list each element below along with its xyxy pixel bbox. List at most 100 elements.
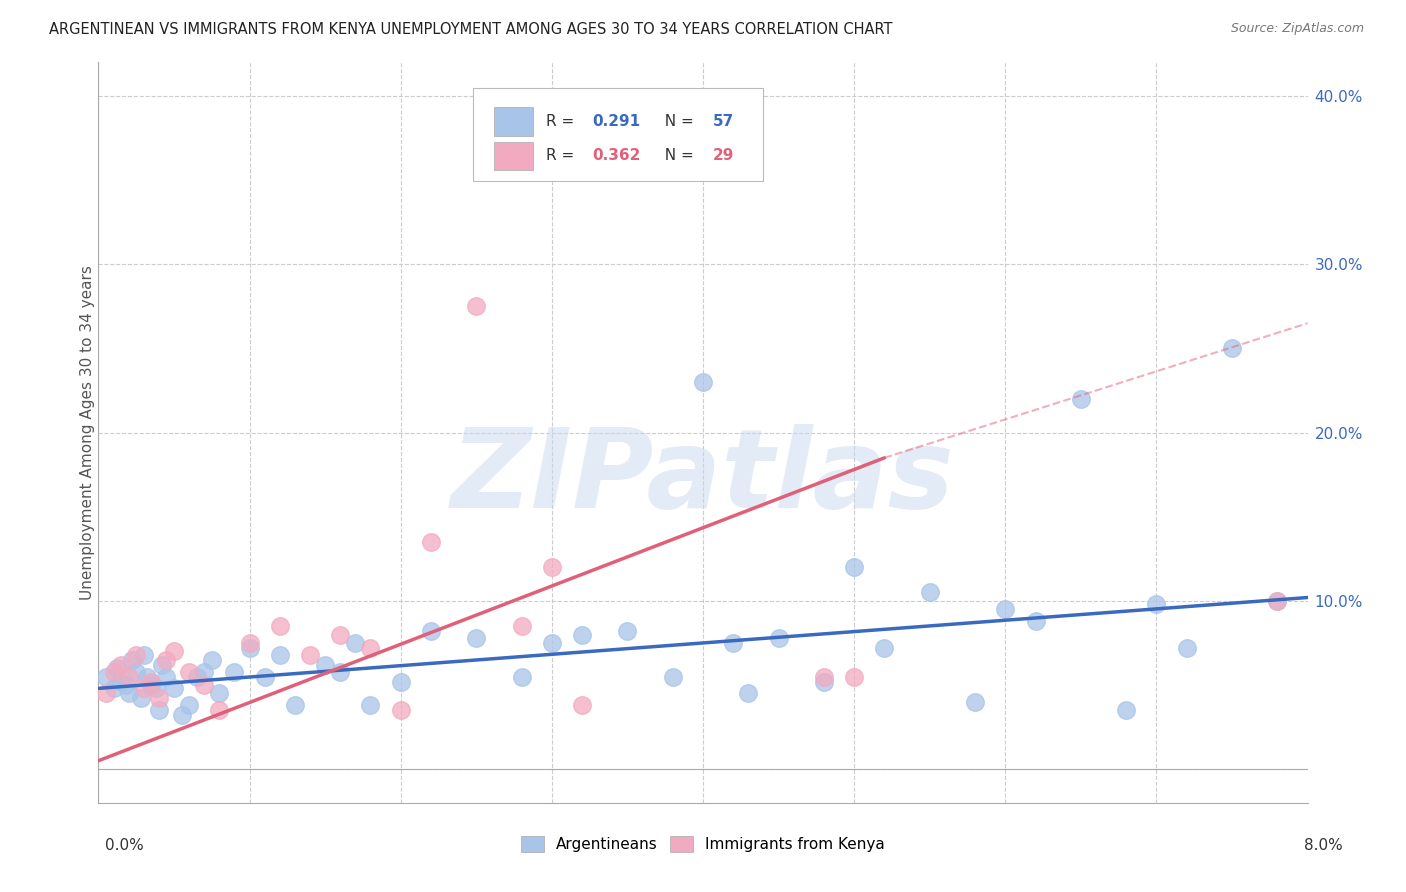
- Point: [661, 670, 683, 684]
- Point: [360, 640, 382, 655]
- Point: [571, 698, 593, 713]
- Point: [1070, 392, 1092, 406]
- Point: [110, 674, 132, 689]
- Point: [420, 624, 443, 639]
- Point: [110, 657, 132, 672]
- Point: [284, 698, 307, 713]
- Point: [1267, 594, 1289, 608]
- Point: [239, 640, 262, 655]
- Point: [1146, 597, 1168, 611]
- Text: ARGENTINEAN VS IMMIGRANTS FROM KENYA UNEMPLOYMENT AMONG AGES 30 TO 34 YEARS CORR: ARGENTINEAN VS IMMIGRANTS FROM KENYA UNE…: [49, 22, 893, 37]
- Point: [1267, 594, 1289, 608]
- Point: [148, 691, 170, 706]
- Text: N =: N =: [655, 148, 699, 163]
- Point: [224, 665, 246, 679]
- Point: [813, 674, 835, 689]
- Point: [155, 653, 177, 667]
- Point: [269, 648, 291, 662]
- Point: [1220, 342, 1243, 356]
- Point: [253, 670, 276, 684]
- Point: [201, 653, 224, 667]
- Point: [129, 691, 152, 706]
- Point: [163, 644, 186, 658]
- Point: [132, 648, 155, 662]
- Point: [571, 627, 593, 641]
- Point: [118, 686, 141, 700]
- Point: [389, 703, 412, 717]
- Text: 0.0%: 0.0%: [105, 838, 145, 854]
- Point: [661, 139, 683, 153]
- Point: [1115, 703, 1137, 717]
- Point: [141, 678, 163, 692]
- Point: [193, 665, 215, 679]
- Point: [360, 698, 382, 713]
- Point: [768, 631, 790, 645]
- Point: [186, 670, 208, 684]
- Point: [540, 636, 562, 650]
- Point: [141, 674, 163, 689]
- Point: [155, 670, 177, 684]
- Point: [121, 653, 143, 667]
- Point: [1024, 614, 1046, 628]
- Point: [873, 640, 896, 655]
- Point: [813, 670, 835, 684]
- Text: N =: N =: [655, 114, 699, 129]
- Point: [208, 703, 231, 717]
- Point: [179, 665, 201, 679]
- Text: 0.362: 0.362: [592, 148, 640, 163]
- Point: [114, 678, 136, 692]
- Point: [420, 535, 443, 549]
- Point: [193, 678, 215, 692]
- Point: [150, 657, 173, 672]
- Point: [94, 670, 117, 684]
- Text: 0.291: 0.291: [592, 114, 640, 129]
- Point: [94, 686, 117, 700]
- Point: [723, 636, 745, 650]
- Point: [269, 619, 291, 633]
- Point: [844, 560, 866, 574]
- Point: [148, 703, 170, 717]
- Point: [239, 636, 262, 650]
- Point: [105, 661, 128, 675]
- Point: [208, 686, 231, 700]
- Point: [994, 602, 1017, 616]
- Point: [344, 636, 367, 650]
- Point: [465, 300, 488, 314]
- Y-axis label: Unemployment Among Ages 30 to 34 years: Unemployment Among Ages 30 to 34 years: [80, 265, 94, 600]
- Point: [510, 670, 533, 684]
- Text: 29: 29: [713, 148, 734, 163]
- Point: [314, 657, 336, 672]
- Point: [540, 560, 562, 574]
- Point: [135, 670, 157, 684]
- Point: [132, 681, 155, 696]
- FancyBboxPatch shape: [474, 88, 763, 181]
- Point: [616, 624, 638, 639]
- Point: [844, 670, 866, 684]
- Point: [918, 585, 941, 599]
- Point: [965, 695, 987, 709]
- Text: Source: ZipAtlas.com: Source: ZipAtlas.com: [1230, 22, 1364, 36]
- Point: [510, 619, 533, 633]
- Text: R =: R =: [546, 148, 579, 163]
- Point: [329, 627, 352, 641]
- Point: [329, 665, 352, 679]
- Point: [179, 698, 201, 713]
- Bar: [494, 142, 533, 169]
- Point: [125, 665, 148, 679]
- Point: [692, 375, 714, 389]
- Point: [389, 674, 412, 689]
- Text: R =: R =: [546, 114, 579, 129]
- Text: 57: 57: [713, 114, 734, 129]
- Point: [465, 631, 488, 645]
- Point: [616, 148, 638, 162]
- Point: [170, 708, 193, 723]
- Point: [118, 670, 141, 684]
- Point: [163, 681, 186, 696]
- Point: [1175, 640, 1198, 655]
- Text: 8.0%: 8.0%: [1303, 838, 1343, 854]
- Point: [145, 681, 167, 696]
- Legend: Argentineans, Immigrants from Kenya: Argentineans, Immigrants from Kenya: [515, 830, 891, 858]
- Point: [125, 648, 148, 662]
- Point: [299, 648, 322, 662]
- Point: [737, 686, 759, 700]
